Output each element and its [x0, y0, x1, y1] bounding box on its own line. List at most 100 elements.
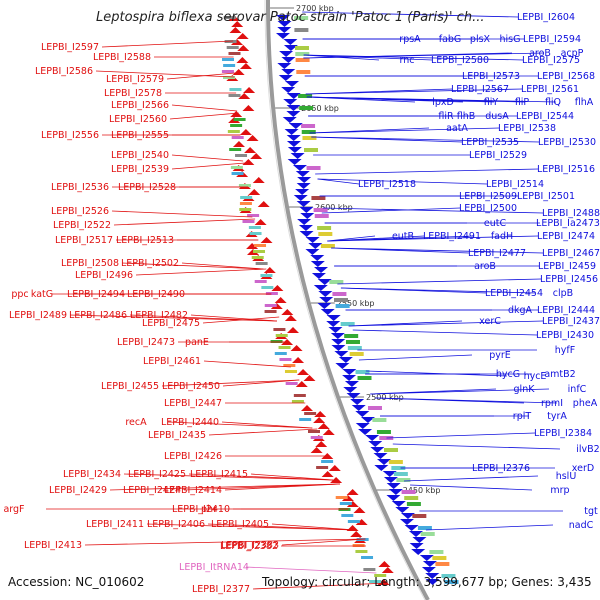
left-gene-label: LEPBI_I2586 — [35, 66, 93, 77]
left-gene-label: argF — [3, 504, 24, 515]
feature-box — [376, 430, 391, 434]
feature-box — [235, 154, 248, 157]
feature-box — [302, 136, 317, 140]
left-label-connector — [101, 40, 234, 48]
feature-box — [264, 304, 277, 307]
gene-arrow-forward — [275, 33, 290, 39]
feature-box — [238, 184, 251, 187]
kbp-tick-label: 2450 kbp — [403, 486, 441, 495]
feature-layer — [221, 15, 459, 585]
right-gene-label: tyrA — [547, 411, 567, 422]
gene-arrow-forward — [422, 561, 437, 567]
feature-box — [406, 502, 421, 506]
right-gene-label: LEPBI_I2604 — [517, 12, 575, 23]
gene-arrow-forward — [365, 435, 380, 441]
gene-arrow-reverse — [350, 531, 363, 537]
right-gene-label: LEPBI_I2516 — [537, 164, 595, 175]
left-gene-label: LEPBI_I2513 — [116, 235, 174, 246]
gene-arrow-forward — [300, 213, 315, 219]
feature-box — [372, 418, 387, 422]
gene-arrow-reverse — [243, 87, 256, 93]
left-gene-label: LEPBI_I2414 — [164, 485, 222, 496]
feature-box — [279, 358, 292, 361]
left-gene-label: LEPBI_I2486 — [69, 310, 127, 321]
left-gene-label: LEPBI_I2413 — [24, 540, 82, 551]
feature-box — [223, 64, 236, 67]
right-label-connector — [340, 287, 536, 294]
feature-box — [260, 274, 273, 277]
gene-arrow-forward — [317, 279, 332, 285]
left-gene-label: LEPBI_I2489 — [9, 310, 67, 321]
left-gene-label: LEPBI_I2579 — [106, 74, 164, 85]
left-gene-label: LEPBI_I2425 — [128, 469, 186, 480]
feature-box — [229, 148, 242, 151]
left-gene-label: LEPBI_I2382 — [220, 541, 278, 552]
gene-arrow-forward — [326, 321, 341, 327]
gene-arrow-forward — [276, 15, 291, 21]
feature-box — [233, 118, 246, 121]
gene-arrow-forward — [400, 513, 415, 519]
right-label-connector — [337, 278, 542, 285]
feature-box — [254, 244, 267, 247]
gene-arrow-reverse — [242, 105, 255, 111]
feature-box — [313, 208, 328, 212]
left-gene-label: LEPBI_I2435 — [148, 430, 206, 441]
feature-box — [223, 76, 236, 79]
right-gene-label: LEPBI_I2488 — [542, 208, 600, 219]
feature-box — [344, 334, 359, 338]
right-gene-label: LEPBI_I2535 — [461, 137, 519, 148]
feature-box — [231, 172, 244, 175]
gene-arrow-reverse — [330, 477, 343, 483]
feature-box — [379, 436, 394, 440]
feature-box — [254, 280, 267, 283]
gene-arrow-forward — [374, 465, 389, 471]
gene-arrow-forward — [382, 471, 397, 477]
gene-arrow-reverse — [274, 297, 287, 303]
feature-box — [273, 328, 286, 331]
feature-box — [294, 16, 309, 20]
left-gene-label: LEPBI_I2555 — [111, 130, 169, 141]
feature-box — [295, 58, 310, 62]
right-gene-label: fliQ — [545, 97, 561, 108]
gene-arrow-forward — [283, 39, 298, 45]
gene-arrow-reverse — [341, 495, 354, 501]
right-gene-label: LEPBI_I2467 — [542, 248, 600, 259]
feature-box — [223, 16, 236, 19]
left-label-connector — [203, 360, 291, 368]
right-gene-label: dusA — [485, 111, 509, 122]
gene-arrow-forward — [298, 225, 313, 231]
gene-arrow-reverse — [237, 45, 250, 51]
gene-arrow-forward — [284, 129, 299, 135]
kbp-tick-label: 2650 kbp — [301, 104, 339, 113]
gene-arrow-reverse — [242, 159, 255, 165]
left-label-connector — [181, 262, 264, 270]
right-label-connector — [425, 524, 554, 531]
feature-box — [444, 580, 459, 584]
left-gene-label: panE — [185, 337, 209, 348]
gene-arrow-forward — [331, 345, 346, 351]
feature-box — [301, 124, 316, 128]
feature-box — [231, 136, 244, 139]
right-gene-label: clpB — [553, 288, 573, 299]
feature-box — [384, 448, 398, 452]
right-gene-label: LEPBI_I2437 — [542, 316, 600, 327]
feature-box — [417, 526, 432, 530]
kbp-tick-label: 2600 kbp — [315, 203, 353, 212]
feature-box — [340, 322, 355, 326]
left-gene-label: LEPBI_I2528 — [118, 182, 176, 193]
right-gene-label: fliY — [484, 97, 499, 108]
left-gene-label: LEPBI_I2455 — [101, 381, 159, 392]
left-label-connector — [121, 262, 264, 270]
gene-arrow-forward — [408, 531, 423, 537]
feature-box — [335, 304, 350, 308]
right-label-connector — [311, 136, 540, 143]
left-gene-label: LEPBI_I2426 — [164, 451, 222, 462]
gene-arrow-reverse — [290, 345, 303, 351]
gene-arrow-reverse — [231, 39, 244, 45]
feature-box — [248, 226, 261, 229]
feature-box — [429, 550, 444, 554]
gene-arrow-forward — [286, 105, 301, 111]
feature-box — [304, 412, 317, 415]
feature-box — [285, 382, 298, 385]
right-label-connector — [392, 443, 561, 450]
